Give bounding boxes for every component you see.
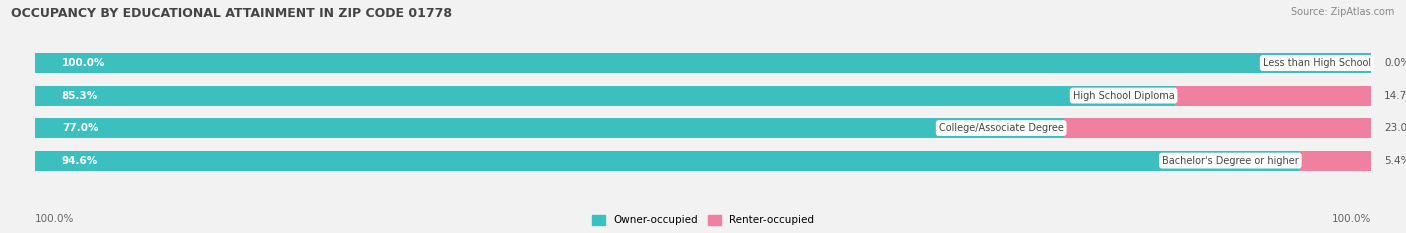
Bar [1299,151,1371,171]
Text: 100.0%: 100.0% [62,58,105,68]
Bar [35,53,1371,73]
Bar [35,86,1174,106]
Legend: Owner-occupied, Renter-occupied: Owner-occupied, Renter-occupied [588,211,818,230]
Bar [35,118,1064,138]
Text: 85.3%: 85.3% [62,91,98,101]
Text: Less than High School: Less than High School [1263,58,1371,68]
Text: 14.7%: 14.7% [1385,91,1406,101]
Text: 94.6%: 94.6% [62,156,98,166]
Bar [35,151,1371,171]
Text: 77.0%: 77.0% [62,123,98,133]
Text: 5.4%: 5.4% [1385,156,1406,166]
Bar [35,53,1371,73]
Text: 0.0%: 0.0% [1385,58,1406,68]
Text: 100.0%: 100.0% [1331,214,1371,224]
Bar [1064,118,1371,138]
Text: 23.0%: 23.0% [1385,123,1406,133]
Text: College/Associate Degree: College/Associate Degree [939,123,1064,133]
Text: Source: ZipAtlas.com: Source: ZipAtlas.com [1291,7,1395,17]
Text: 100.0%: 100.0% [35,214,75,224]
Text: Bachelor's Degree or higher: Bachelor's Degree or higher [1161,156,1299,166]
Bar [35,86,1371,106]
Text: OCCUPANCY BY EDUCATIONAL ATTAINMENT IN ZIP CODE 01778: OCCUPANCY BY EDUCATIONAL ATTAINMENT IN Z… [11,7,453,20]
Text: High School Diploma: High School Diploma [1073,91,1174,101]
Bar [35,118,1371,138]
Bar [35,151,1299,171]
Bar [1174,86,1371,106]
